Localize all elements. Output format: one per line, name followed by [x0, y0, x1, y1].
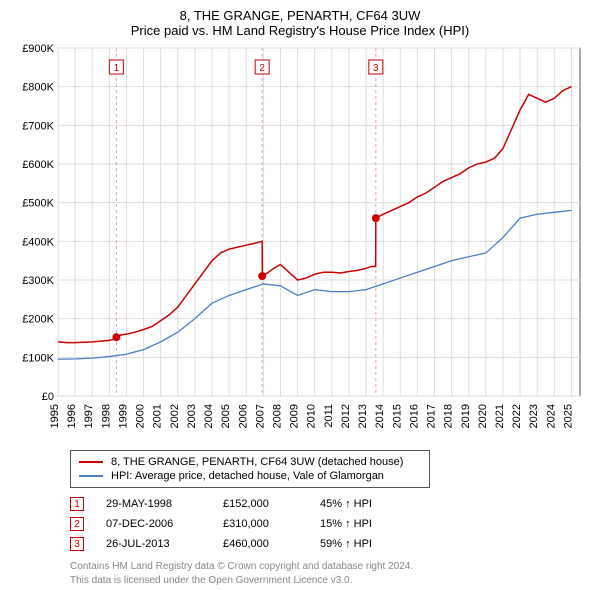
svg-text:£600K: £600K	[22, 159, 54, 171]
legend-swatch	[79, 475, 103, 477]
svg-text:1998: 1998	[100, 404, 112, 428]
svg-text:2021: 2021	[494, 404, 506, 428]
svg-text:£500K: £500K	[22, 198, 54, 210]
legend-row: 8, THE GRANGE, PENARTH, CF64 3UW (detach…	[79, 455, 421, 469]
svg-text:2022: 2022	[511, 404, 523, 428]
svg-text:2004: 2004	[203, 404, 215, 428]
svg-text:2010: 2010	[306, 404, 318, 428]
svg-text:2003: 2003	[186, 404, 198, 428]
svg-text:2002: 2002	[169, 404, 181, 428]
legend: 8, THE GRANGE, PENARTH, CF64 3UW (detach…	[70, 450, 430, 488]
legend-swatch	[79, 461, 103, 463]
title-line-1: 8, THE GRANGE, PENARTH, CF64 3UW	[10, 8, 590, 23]
svg-text:2015: 2015	[391, 404, 403, 428]
svg-text:£300K: £300K	[22, 275, 54, 287]
svg-text:£0: £0	[42, 391, 54, 403]
legend-label: HPI: Average price, detached house, Vale…	[111, 470, 384, 482]
svg-text:1: 1	[114, 63, 120, 74]
svg-text:£800K: £800K	[22, 82, 54, 94]
event-row: 1 29-MAY-1998 £152,000 45% ↑ HPI	[70, 494, 590, 514]
svg-text:2009: 2009	[289, 404, 301, 428]
svg-text:£700K: £700K	[22, 120, 54, 132]
svg-text:2000: 2000	[135, 404, 147, 428]
svg-text:1997: 1997	[83, 404, 95, 428]
svg-text:2019: 2019	[460, 404, 472, 428]
svg-text:2001: 2001	[152, 404, 164, 428]
svg-text:2017: 2017	[426, 404, 438, 428]
svg-text:2007: 2007	[254, 404, 266, 428]
footer-line-2: This data is licensed under the Open Gov…	[70, 574, 590, 588]
event-price: £460,000	[223, 538, 298, 550]
svg-text:2: 2	[259, 63, 265, 74]
svg-text:2012: 2012	[340, 404, 352, 428]
event-table: 1 29-MAY-1998 £152,000 45% ↑ HPI 2 07-DEC-200…	[70, 494, 590, 554]
event-marker: 2	[70, 517, 84, 531]
event-row: 3 26-JUL-2013 £460,000 59% ↑ HPI	[70, 534, 590, 554]
event-pct: 59% ↑ HPI	[320, 538, 400, 550]
svg-text:£200K: £200K	[22, 314, 54, 326]
chart-svg: £0 £100K £200K £300K £400K £500K £600K £700K £80…	[10, 42, 590, 442]
svg-text:2023: 2023	[528, 404, 540, 428]
footer: Contains HM Land Registry data © Crown c…	[70, 560, 590, 587]
svg-text:2005: 2005	[220, 404, 232, 428]
title-block: 8, THE GRANGE, PENARTH, CF64 3UW Price p…	[10, 8, 590, 38]
event-date: 26-JUL-2013	[106, 538, 201, 550]
chart-area: £0 £100K £200K £300K £400K £500K £600K £700K £80…	[10, 42, 590, 442]
svg-text:2011: 2011	[323, 404, 335, 428]
event-marker: 3	[70, 537, 84, 551]
title-line-2: Price paid vs. HM Land Registry's House …	[10, 23, 590, 38]
svg-text:1996: 1996	[66, 404, 78, 428]
event-row: 2 07-DEC-2006 £310,000 15% ↑ HPI	[70, 514, 590, 534]
legend-row: HPI: Average price, detached house, Vale…	[79, 469, 421, 483]
event-pct: 15% ↑ HPI	[320, 518, 400, 530]
svg-text:2008: 2008	[271, 404, 283, 428]
svg-text:£900K: £900K	[22, 43, 54, 55]
svg-text:2014: 2014	[374, 404, 386, 428]
event-marker: 1	[70, 497, 84, 511]
svg-text:2018: 2018	[443, 404, 455, 428]
event-price: £152,000	[223, 498, 298, 510]
svg-text:3: 3	[373, 63, 379, 74]
svg-text:2020: 2020	[477, 404, 489, 428]
svg-text:1995: 1995	[49, 404, 61, 428]
chart-container: 8, THE GRANGE, PENARTH, CF64 3UW Price p…	[0, 0, 600, 590]
svg-text:2024: 2024	[545, 404, 557, 428]
svg-text:2025: 2025	[562, 404, 574, 428]
event-pct: 45% ↑ HPI	[320, 498, 400, 510]
svg-text:£400K: £400K	[22, 236, 54, 248]
event-date: 07-DEC-2006	[106, 518, 201, 530]
event-price: £310,000	[223, 518, 298, 530]
footer-line-1: Contains HM Land Registry data © Crown c…	[70, 560, 590, 574]
svg-text:2013: 2013	[357, 404, 369, 428]
svg-text:£100K: £100K	[22, 352, 54, 364]
svg-text:2016: 2016	[408, 404, 420, 428]
event-date: 29-MAY-1998	[106, 498, 201, 510]
svg-text:2006: 2006	[237, 404, 249, 428]
svg-text:1999: 1999	[117, 404, 129, 428]
legend-label: 8, THE GRANGE, PENARTH, CF64 3UW (detach…	[111, 456, 403, 468]
